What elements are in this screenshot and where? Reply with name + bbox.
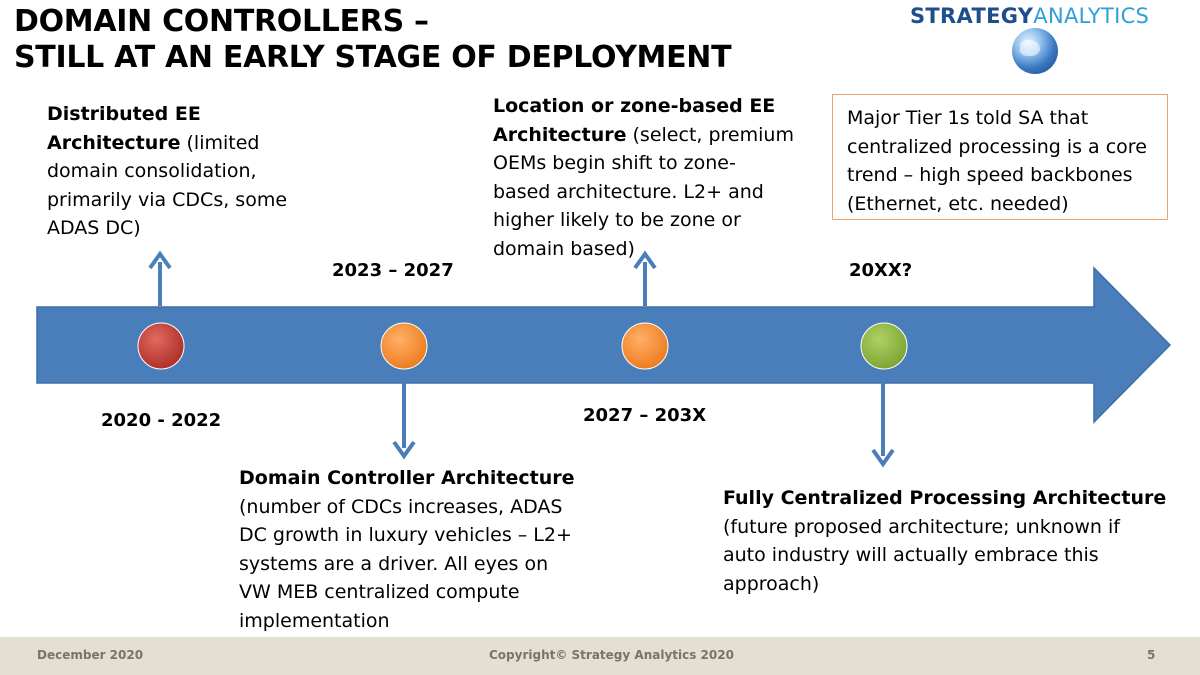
- tier1-callout-box: Major Tier 1s told SA that centralized p…: [832, 94, 1168, 220]
- stage-3-text-line-6: domain based): [493, 237, 635, 260]
- slide-title-line-2: STILL AT AN EARLY STAGE OF DEPLOYMENT: [14, 40, 732, 75]
- stage-4-heading: Fully Centralized Processing Architectur…: [723, 487, 1167, 509]
- stage-4-text-line-3: approach): [723, 572, 820, 595]
- stage-2-text-line-1: (number of CDCs increases, ADAS: [239, 495, 563, 518]
- callout-line-2: centralized processing is a core: [847, 135, 1147, 158]
- stage-1-heading-line-2: Architecture: [47, 131, 181, 154]
- globe-icon: [1012, 28, 1058, 74]
- stage-dot-2020: [137, 322, 185, 370]
- stage-1-description: Distributed EE Architecture (limited dom…: [47, 100, 317, 243]
- stage-3-text-line-4: based architecture. L2+ and: [493, 180, 764, 203]
- footer-date: December 2020: [37, 648, 144, 662]
- stage-1-date: 2020 - 2022: [101, 410, 222, 431]
- stage-1-text-line-5: ADAS DC): [47, 217, 141, 239]
- footer-page-number: 5: [1147, 648, 1156, 662]
- stage-4-description: Fully Centralized Processing Architectur…: [723, 484, 1183, 598]
- connector-arrow-up-stage-3: [633, 250, 657, 306]
- slide-footer: December 2020 Copyright© Strategy Analyt…: [0, 637, 1200, 675]
- stage-4-text-line-1: (future proposed architecture; unknown i…: [723, 515, 1120, 538]
- stage-1-text-line-3: domain consolidation,: [47, 160, 257, 182]
- stage-3-text-line-2: (select, premium: [626, 123, 794, 146]
- stage-3-date: 2027 – 203X: [583, 405, 707, 426]
- callout-line-1: Major Tier 1s told SA that: [847, 107, 1089, 129]
- slide-title-line-1: DOMAIN CONTROLLERS –: [14, 4, 429, 39]
- stage-3-description: Location or zone-based EE Architecture (…: [493, 92, 803, 263]
- stage-dot-20xx: [860, 322, 908, 370]
- stage-1-text-line-4: primarily via CDCs, some: [47, 188, 288, 211]
- stage-dot-2027: [621, 322, 669, 370]
- stage-3-text-line-3: OEMs begin shift to zone-: [493, 152, 736, 174]
- stage-2-text-line-2: DC growth in luxury vehicles – L2+: [239, 524, 572, 546]
- slide-title: DOMAIN CONTROLLERS – STILL AT AN EARLY S…: [14, 4, 732, 76]
- stage-4-date: 20XX?: [849, 260, 913, 281]
- footer-copyright: Copyright© Strategy Analytics 2020: [489, 648, 734, 662]
- stage-2-description: Domain Controller Architecture (number o…: [239, 464, 599, 635]
- callout-line-3: trend – high speed backbones: [847, 164, 1133, 186]
- stage-2-heading: Domain Controller Architecture: [239, 467, 575, 489]
- connector-arrow-down-stage-2: [392, 370, 416, 460]
- stage-1-heading-line-1: Distributed EE: [47, 103, 201, 125]
- connector-arrow-up-stage-1: [148, 250, 172, 306]
- connector-arrow-down-stage-4: [871, 370, 895, 468]
- stage-3-text-line-5: higher likely to be zone or: [493, 209, 741, 231]
- stage-2-text-line-3: systems are a driver. All eyes on: [239, 552, 549, 575]
- strategy-analytics-logo: STRATEGYANALYTICS: [910, 2, 1170, 82]
- timeline-arrow: [36, 266, 1172, 424]
- logo-word-analytics: ANALYTICS: [1033, 4, 1150, 28]
- callout-line-4: (Ethernet, etc. needed): [847, 192, 1069, 215]
- stage-1-text-line-2: (limited: [180, 131, 260, 154]
- stage-2-text-line-4: VW MEB centralized compute: [239, 581, 520, 603]
- stage-2-date: 2023 – 2027: [332, 260, 454, 281]
- stage-3-heading-line-2: Architecture: [493, 123, 627, 146]
- stage-dot-2023: [380, 322, 428, 370]
- logo-word-strategy: STRATEGY: [910, 4, 1034, 28]
- stage-2-text-line-5: implementation: [239, 609, 390, 632]
- stage-4-text-line-2: auto industry will actually embrace this: [723, 544, 1099, 566]
- stage-3-heading-line-1: Location or zone-based EE: [493, 95, 776, 117]
